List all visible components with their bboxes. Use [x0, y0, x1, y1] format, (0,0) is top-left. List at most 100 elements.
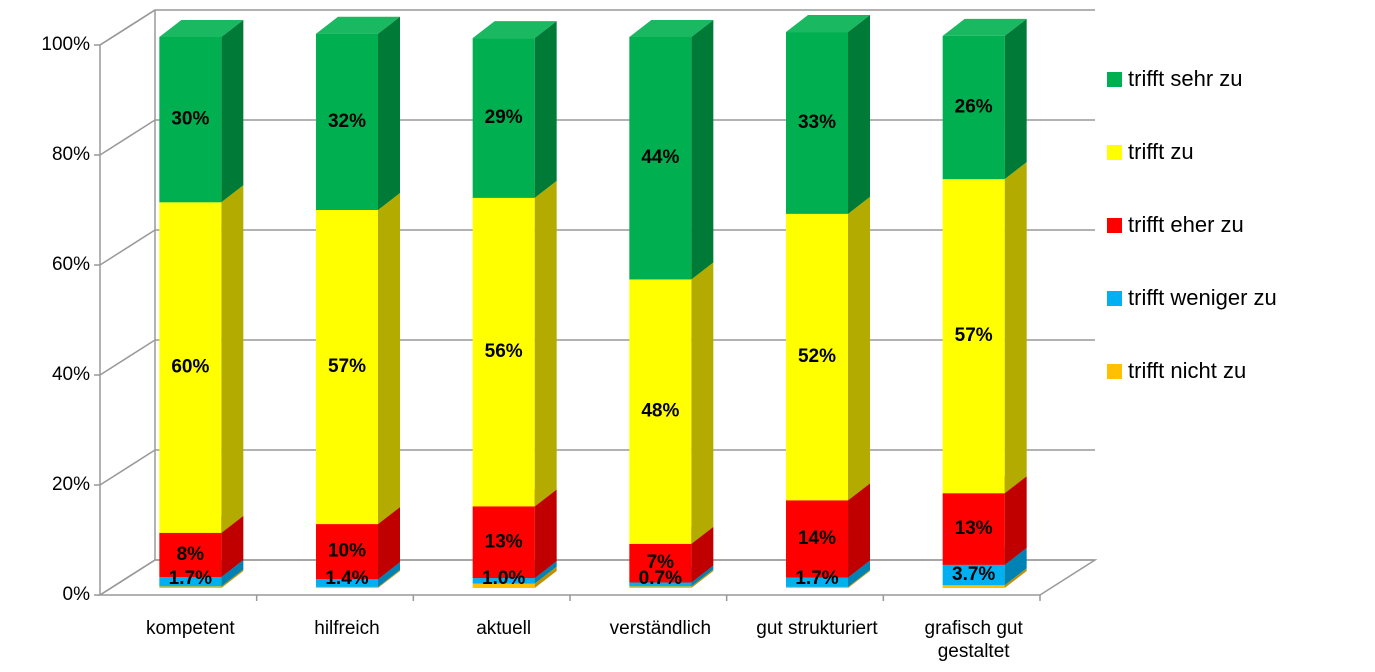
bar-front — [316, 586, 378, 588]
bar-segment — [786, 15, 870, 214]
legend-swatch — [1107, 291, 1122, 306]
data-label: 14% — [798, 528, 836, 549]
bar-front — [472, 578, 535, 584]
bar-side — [221, 559, 244, 587]
bar-side — [378, 507, 400, 580]
bar-side — [1004, 568, 1027, 588]
data-label: 1.4% — [325, 568, 368, 589]
bar-side — [691, 20, 714, 280]
data-label: 30% — [171, 109, 209, 130]
bar-front — [472, 583, 535, 588]
x-tick-label: aktuell — [476, 618, 532, 639]
y-tick-label: 80% — [52, 144, 90, 165]
bar-segment — [316, 193, 400, 525]
grid-line — [99, 339, 1095, 376]
grid-line — [99, 559, 1095, 596]
bar-front — [316, 210, 378, 525]
bar-side — [848, 15, 870, 214]
data-label: 0.7% — [639, 568, 682, 589]
data-label: 1.7% — [169, 568, 212, 589]
bar-side — [378, 569, 400, 588]
data-label: 1.0% — [482, 568, 525, 589]
bar-front — [942, 564, 1005, 586]
data-label: 8% — [177, 544, 205, 565]
y-tick-label: 60% — [52, 254, 90, 275]
bar-side — [378, 16, 400, 211]
legend-swatch — [1107, 364, 1122, 379]
bar-segment — [786, 196, 870, 501]
grid-line — [99, 229, 1095, 266]
bar-side — [848, 483, 870, 578]
bar-segment — [159, 20, 244, 203]
bar-segment — [942, 18, 1027, 180]
bar-side — [848, 569, 870, 588]
legend-label: trifft zu — [1128, 139, 1194, 164]
bar-front — [786, 586, 848, 588]
bar-side — [1004, 476, 1027, 565]
bar-side — [691, 569, 714, 588]
bar-side — [534, 180, 557, 507]
bar-segment — [159, 185, 244, 533]
bar-side — [378, 193, 400, 525]
bar-front — [942, 585, 1005, 588]
legend-swatch — [1107, 72, 1122, 87]
bar-segment — [472, 21, 557, 198]
bar-top — [629, 20, 714, 37]
bar-front — [316, 33, 378, 211]
data-label: 13% — [485, 531, 523, 552]
bar-side — [378, 562, 400, 587]
x-tick-label: verständlich — [609, 618, 712, 639]
bar-front — [629, 37, 692, 280]
bar-segment — [629, 20, 714, 280]
bar-segment — [942, 476, 1027, 565]
data-label: 13% — [955, 518, 993, 539]
bar-top — [316, 16, 400, 34]
bar-side — [691, 565, 714, 587]
bar-side — [534, 561, 557, 584]
bar-front — [629, 279, 692, 544]
legend-label: trifft eher zu — [1128, 212, 1244, 237]
bar-side — [221, 569, 244, 588]
data-label: 44% — [641, 147, 679, 168]
bar-front — [159, 202, 222, 533]
data-label: 3.7% — [952, 564, 995, 585]
y-tick-label: 20% — [52, 474, 90, 495]
data-label: 7% — [647, 552, 675, 573]
bar-side — [534, 489, 557, 579]
x-tick-label: kompetent — [145, 618, 235, 639]
x-tick-label: gut strukturiert — [756, 618, 878, 639]
bar-front — [629, 543, 692, 583]
bar-side — [691, 526, 714, 583]
bar-side — [691, 262, 714, 544]
bar-front — [159, 586, 222, 588]
data-label: 57% — [955, 325, 993, 346]
bar-segment — [316, 16, 400, 211]
y-tick-label: 0% — [63, 584, 91, 605]
grid-line — [99, 449, 1095, 486]
y-tick-label: 40% — [52, 364, 90, 385]
legend-label: trifft nicht zu — [1128, 358, 1246, 383]
data-label: 52% — [798, 346, 836, 367]
bar-front — [942, 179, 1005, 494]
data-label: 60% — [171, 357, 209, 378]
data-label: 57% — [328, 356, 366, 377]
bar-front — [316, 579, 378, 587]
bar-front — [159, 576, 222, 587]
bar-side — [848, 560, 870, 587]
bar-side — [534, 566, 557, 588]
bar-top — [786, 15, 870, 33]
bar-front — [629, 582, 692, 587]
bar-front — [786, 32, 848, 214]
data-label: 56% — [485, 341, 523, 362]
bar-side — [848, 196, 870, 501]
x-tick-label: grafisch gut gestaltet — [924, 618, 1023, 662]
data-label: 1.7% — [795, 568, 838, 589]
bar-front — [472, 38, 535, 198]
legend-label: trifft weniger zu — [1128, 285, 1277, 310]
bar-front — [786, 213, 848, 501]
data-label: 10% — [328, 541, 366, 562]
bar-front — [629, 586, 692, 588]
bar-front — [472, 506, 535, 579]
bar-side — [221, 20, 244, 203]
